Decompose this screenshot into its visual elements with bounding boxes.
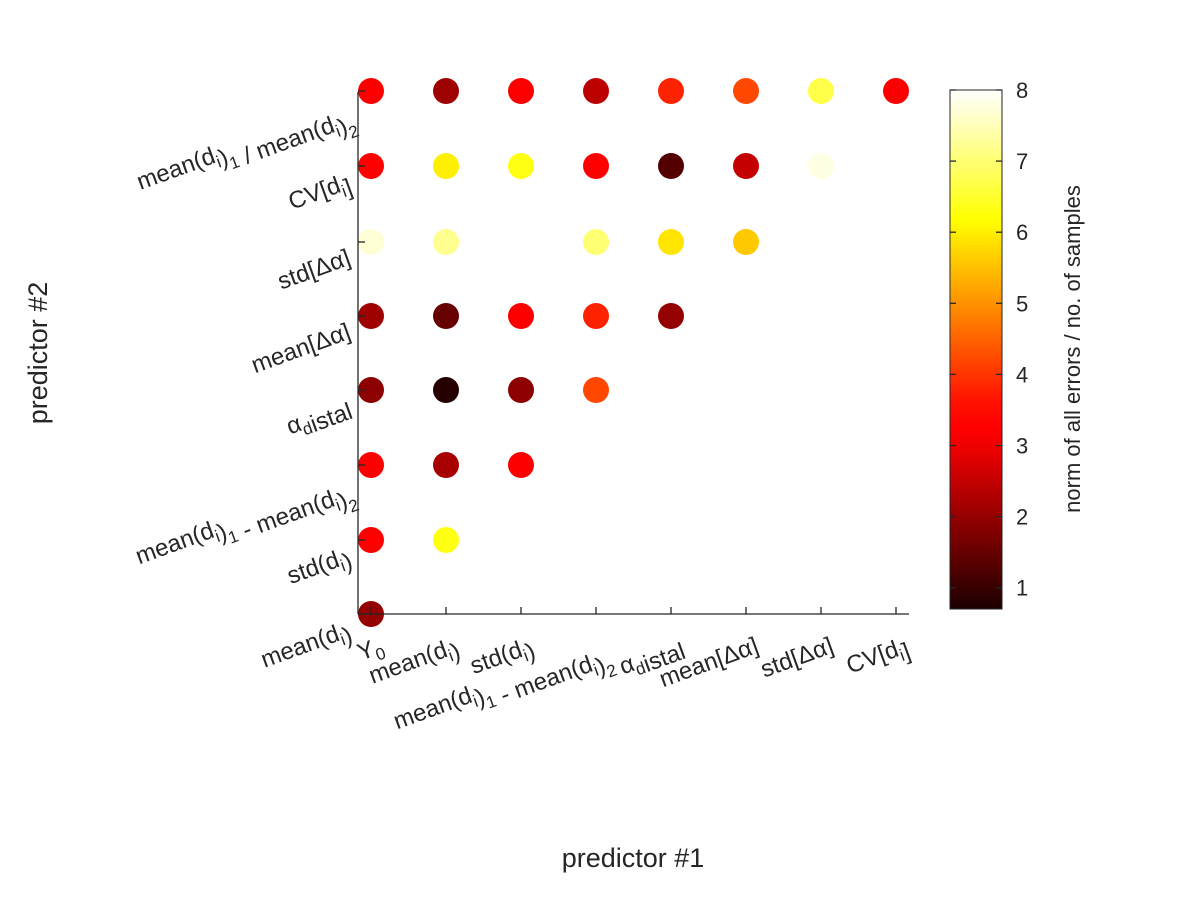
data-point [883, 78, 909, 104]
colorbar-tick-label: 2 [1016, 505, 1028, 530]
y-axis-title: predictor #2 [23, 282, 53, 425]
colorbar-tick-label: 6 [1016, 220, 1028, 245]
data-point [658, 78, 684, 104]
data-point [733, 78, 759, 104]
data-point [583, 377, 609, 403]
colorbar-label: norm of all errors / no. of samples [1060, 185, 1085, 513]
x-axis-title: predictor #1 [562, 843, 705, 873]
data-point [583, 229, 609, 255]
data-point [433, 303, 459, 329]
data-point [358, 303, 384, 329]
colorbar-gradient [949, 89, 1003, 610]
y-tick-label: mean[Δα] [248, 318, 354, 379]
data-point [658, 153, 684, 179]
data-point [433, 452, 459, 478]
data-point [508, 153, 534, 179]
data-point [508, 452, 534, 478]
colorbar-tick-label: 3 [1016, 433, 1028, 458]
data-point [358, 527, 384, 553]
data-point [583, 303, 609, 329]
y-tick-label: std[Δα] [274, 244, 354, 295]
data-point [433, 527, 459, 553]
data-point [433, 377, 459, 403]
colorbar-tick-label: 1 [1016, 576, 1028, 601]
x-tick-label: std[Δα] [757, 632, 837, 683]
colorbar-ticks: 1 2 3 4 5 6 7 8 [950, 78, 1028, 601]
colorbar-tick-label: 4 [1016, 362, 1028, 387]
data-point [358, 229, 384, 255]
data-point [433, 153, 459, 179]
x-tick-label: CV[di] [843, 632, 914, 685]
y-tick-label: CV[di] [285, 168, 356, 221]
data-point [508, 377, 534, 403]
y-tick-label: std(di) [284, 542, 356, 595]
data-point [358, 452, 384, 478]
data-point [658, 229, 684, 255]
y-ticks: mean(di)std(di)mean(di)1 - mean(di)2αdis… [132, 90, 365, 679]
x-tick-label: mean(di) [365, 632, 464, 695]
points-layer [358, 78, 909, 627]
data-point [583, 153, 609, 179]
colorbar-tick-label: 8 [1016, 78, 1028, 103]
data-point [808, 78, 834, 104]
colorbar-tick-label: 7 [1016, 149, 1028, 174]
data-point [508, 303, 534, 329]
data-point [358, 78, 384, 104]
data-point [583, 78, 609, 104]
colorbar: 1 2 3 4 5 6 7 8 norm of all errors / no. of sam… [949, 78, 1085, 610]
colorbar-tick-label: 5 [1016, 291, 1028, 316]
data-point [733, 153, 759, 179]
data-point [358, 377, 384, 403]
data-point [733, 229, 759, 255]
data-point [508, 78, 534, 104]
data-point [808, 153, 834, 179]
y-tick-label: αdistal [283, 392, 356, 446]
data-point [658, 303, 684, 329]
data-point [358, 153, 384, 179]
y-tick-label: mean(di) [257, 616, 356, 679]
data-point [433, 229, 459, 255]
data-point [433, 78, 459, 104]
